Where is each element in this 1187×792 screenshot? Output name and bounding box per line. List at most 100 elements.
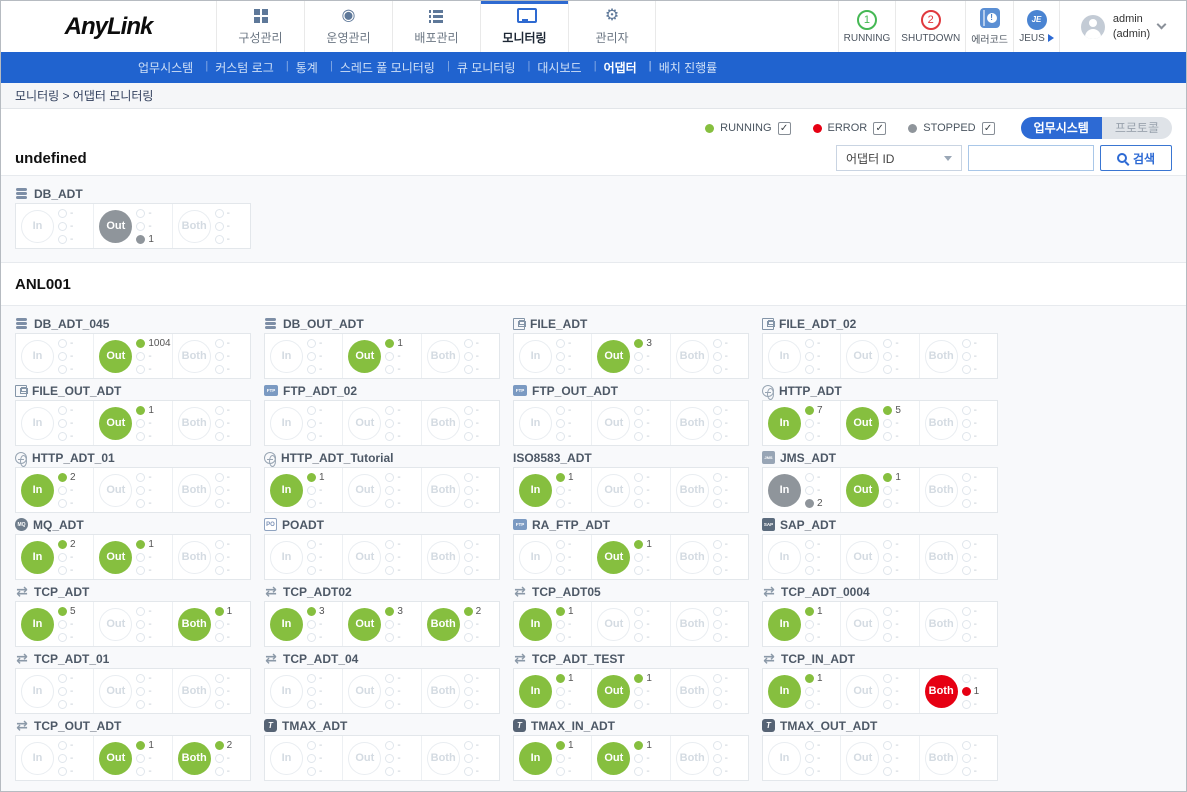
submenu-item[interactable]: 커스텀 로그 xyxy=(204,59,288,76)
adapter-card[interactable]: DB_ADT In - - - Out - -1 Both - - - xyxy=(15,184,251,249)
adapter-card[interactable]: ISO8583_ADT In 1- - Out - - - Both - - - xyxy=(513,448,749,513)
port-count-row: - xyxy=(712,497,728,510)
port-rows: --- xyxy=(463,672,479,711)
user-menu[interactable]: admin (admin) xyxy=(1059,1,1186,52)
port-rows: 1-- xyxy=(805,672,823,711)
port-count-row: - xyxy=(385,538,401,551)
submenu-item[interactable]: 대시보드 xyxy=(526,59,596,76)
count-value: 1 xyxy=(397,337,403,349)
count-value: - xyxy=(148,672,152,684)
adapter-card[interactable]: HTTP_ADT_01 In 2- - Out - - - Both - - - xyxy=(15,448,251,513)
port-count-row: - xyxy=(712,605,728,618)
adapter-card[interactable]: HTTP_ADT_Tutorial In 1- - Out - - - Both - - - xyxy=(264,448,500,513)
count-dot xyxy=(58,632,67,642)
count-value: - xyxy=(70,564,74,576)
port-count-row: - xyxy=(634,765,652,778)
legend-checkbox[interactable]: ✓ xyxy=(777,121,791,135)
count-value: - xyxy=(319,698,323,710)
adapter-card[interactable]: HTTP_ADT In 7- - Out 5- - Both - - - xyxy=(762,381,998,446)
adapter-card[interactable]: DB_ADT_045 In - - - Out 1004- - Both - - - xyxy=(15,314,251,379)
port-count-row: - xyxy=(214,618,233,631)
port-count-row: - xyxy=(214,698,230,711)
search-button[interactable]: 검색 xyxy=(1100,145,1172,171)
count-value: 3 xyxy=(397,605,403,617)
count-value: - xyxy=(724,765,728,777)
tab-deploy[interactable]: 배포관리 xyxy=(392,1,480,52)
status-errorcode[interactable]: ! 에러코드 xyxy=(965,1,1013,52)
count-dot xyxy=(385,606,395,616)
count-dot xyxy=(385,753,395,763)
submenu-item[interactable]: 어댑터 xyxy=(593,59,652,76)
submenu-item[interactable]: 스레드 풀 모니터링 xyxy=(329,59,450,76)
count-value: - xyxy=(817,765,821,777)
adapter-card[interactable]: DB_OUT_ADT In - - - Out 1- - Both - - - xyxy=(264,314,500,379)
legend-checkbox[interactable]: ✓ xyxy=(981,121,995,135)
status-running[interactable]: 1 RUNNING xyxy=(837,1,896,52)
submenu-item[interactable]: 배치 진행률 xyxy=(658,61,718,75)
count-value: - xyxy=(973,739,977,751)
port-count-row: - xyxy=(805,698,823,711)
port-circle-both: Both xyxy=(924,607,958,641)
status-shutdown[interactable]: 2 SHUTDOWN xyxy=(895,1,965,52)
count-value: - xyxy=(226,698,230,710)
tab-config[interactable]: 구성관리 xyxy=(216,1,304,52)
port-rows: --- xyxy=(712,739,728,778)
count-dot xyxy=(307,740,316,750)
submenu-item[interactable]: 통계 xyxy=(285,59,333,76)
view-button[interactable]: 업무시스템 xyxy=(1020,117,1102,139)
tcp-adapter-icon xyxy=(513,652,527,666)
status-jeus[interactable]: JE JEUS xyxy=(1013,1,1059,52)
port-rows: --- xyxy=(136,605,152,644)
view-button[interactable]: 프로토콜 xyxy=(1101,117,1172,139)
count-value: - xyxy=(70,497,74,509)
count-value: - xyxy=(148,417,152,429)
db-adapter-icon xyxy=(15,317,29,331)
port-count-row: - xyxy=(463,350,479,363)
port-count-row: - xyxy=(307,672,322,685)
tab-monitoring[interactable]: 모니터링 xyxy=(480,1,568,52)
port-count-row: - xyxy=(385,685,401,698)
adapter-status-box: In - - - Out - - - Both - - - xyxy=(762,534,998,580)
port-rows: 1-- xyxy=(307,471,325,510)
adapter-name: POADT xyxy=(282,517,324,532)
tab-admin[interactable]: ⚙ 관리자 xyxy=(568,1,656,52)
legend-checkbox[interactable]: ✓ xyxy=(873,121,887,135)
adapter-card[interactable]: FILE_ADT In - - - Out 3- - Both - - - xyxy=(513,314,749,379)
count-dot xyxy=(214,753,224,763)
port-count-row: - xyxy=(961,618,977,631)
count-value: - xyxy=(397,752,401,764)
adapter-status-box: In 1- - Out 1- - Both - - - xyxy=(513,668,749,714)
search-input[interactable] xyxy=(968,145,1094,171)
adapter-card[interactable]: FILE_OUT_ADT In - - - Out 1- - Both - - - xyxy=(15,381,251,446)
count-value: - xyxy=(973,564,977,576)
submenu-item[interactable]: 큐 모니터링 xyxy=(446,59,530,76)
count-value: - xyxy=(475,363,479,375)
ftp-adapter-icon xyxy=(264,385,278,396)
port-count-row: - xyxy=(385,484,401,497)
submenu-item[interactable]: 업무시스템 xyxy=(127,59,208,76)
port-circle-in: In xyxy=(270,540,303,574)
avatar xyxy=(1080,14,1105,39)
search-field-select[interactable]: 어댑터 ID xyxy=(836,145,962,171)
adapter-card[interactable]: FILE_ADT_02 In - - - Out - - - Both - - - xyxy=(762,314,998,379)
tab-operation[interactable]: ◉ 운영관리 xyxy=(304,1,392,52)
